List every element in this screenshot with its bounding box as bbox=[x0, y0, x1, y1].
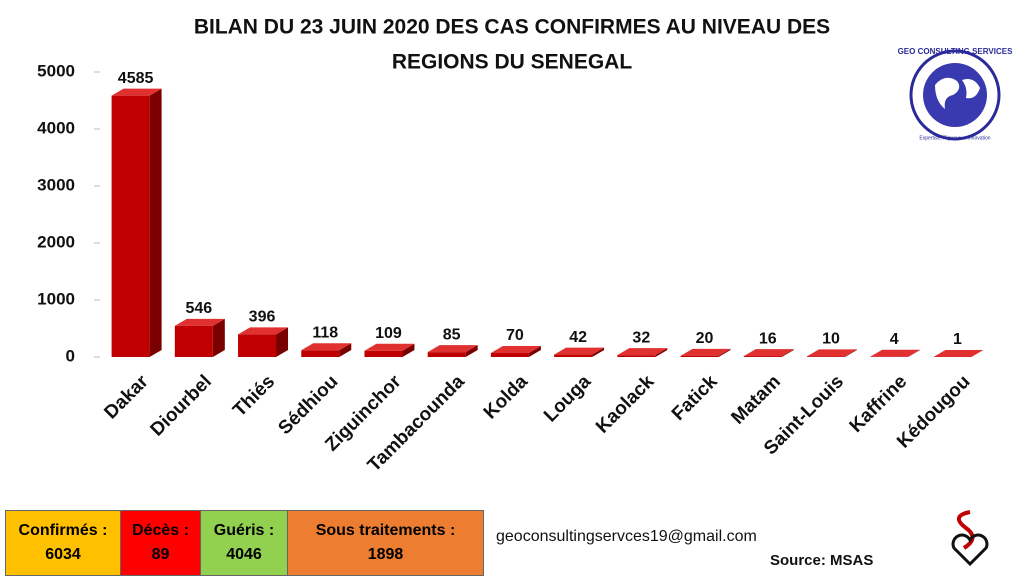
bar-side bbox=[402, 343, 415, 357]
stat-box: Sous traitements : 1898 bbox=[287, 510, 484, 576]
bar-side bbox=[212, 318, 225, 357]
bar bbox=[554, 354, 593, 357]
bar bbox=[301, 350, 340, 357]
bar-top bbox=[490, 346, 541, 354]
bar-top bbox=[301, 343, 352, 351]
value-label: 16 bbox=[759, 330, 777, 347]
bar-side bbox=[971, 349, 984, 357]
bar bbox=[806, 356, 845, 357]
logo-text: GEO CONSULTING SERVICES bbox=[898, 47, 1013, 56]
bar-side bbox=[908, 349, 921, 357]
x-tick-label: Kolda bbox=[480, 371, 532, 423]
x-tick-label: Diourbel bbox=[147, 371, 216, 440]
y-tick-label: 0 bbox=[66, 346, 75, 365]
x-tick-label: Dakar bbox=[100, 371, 153, 424]
stat-value: 4046 bbox=[226, 546, 262, 563]
bar-side bbox=[465, 345, 478, 357]
bar-top bbox=[743, 349, 794, 357]
bar bbox=[617, 355, 656, 357]
bar bbox=[680, 355, 719, 357]
stat-label: Sous traitements : bbox=[315, 522, 456, 539]
value-label: 118 bbox=[312, 324, 338, 341]
stat-box: Guéris : 4046 bbox=[200, 510, 288, 576]
value-label: 1 bbox=[953, 331, 962, 348]
y-tick-label: 1000 bbox=[37, 289, 75, 308]
chart-title: BILAN DU 23 JUIN 2020 DES CAS CONFIRMES … bbox=[194, 16, 830, 39]
bar-top bbox=[554, 347, 605, 355]
bar-side bbox=[149, 88, 162, 357]
bar-top bbox=[680, 348, 731, 356]
value-label: 546 bbox=[185, 300, 212, 317]
ministry-logo-heart bbox=[951, 533, 989, 567]
bar-side bbox=[339, 343, 352, 357]
x-tick-label: Thiés bbox=[229, 371, 279, 421]
ministry-logo-snake bbox=[957, 510, 975, 550]
value-label: 32 bbox=[632, 329, 650, 346]
bar-top bbox=[111, 88, 162, 96]
logo-tagline: Expertise, Rigueur et Innovation bbox=[919, 135, 990, 141]
y-tick-label: 2000 bbox=[37, 232, 75, 251]
bar-side bbox=[781, 349, 794, 357]
stat-label: Confirmés : bbox=[18, 522, 108, 539]
logo-land bbox=[935, 77, 980, 109]
bar-top bbox=[870, 349, 921, 357]
bar-top bbox=[174, 318, 225, 326]
chart: BILAN DU 23 JUIN 2020 DES CAS CONFIRMES … bbox=[37, 16, 1013, 477]
bar bbox=[490, 353, 529, 357]
x-tick-label: Kaolack bbox=[592, 371, 659, 438]
value-label: 42 bbox=[569, 329, 587, 346]
value-label: 109 bbox=[375, 325, 402, 342]
value-label: 4 bbox=[890, 331, 899, 348]
stat-box: Confirmés : 6034 bbox=[5, 510, 121, 576]
bar-top bbox=[427, 345, 478, 353]
value-label: 10 bbox=[822, 331, 840, 348]
stat-value: 89 bbox=[151, 546, 170, 563]
value-label: 70 bbox=[506, 327, 524, 344]
stat-value: 6034 bbox=[45, 546, 81, 563]
bar-side bbox=[276, 327, 289, 357]
logo-globe bbox=[923, 63, 987, 127]
bar-top bbox=[238, 327, 289, 335]
x-tick-label: Fatick bbox=[668, 371, 722, 425]
bar bbox=[743, 356, 782, 357]
stat-label: Décès : bbox=[132, 522, 189, 539]
ministry-logo bbox=[951, 510, 989, 567]
stat-box: Décès : 89 bbox=[120, 510, 201, 576]
y-tick-label: 5000 bbox=[37, 61, 75, 80]
bar bbox=[364, 350, 403, 357]
stat-label: Guéris : bbox=[213, 522, 275, 539]
bar-side bbox=[718, 348, 731, 357]
bar-side bbox=[592, 347, 605, 357]
value-label: 396 bbox=[249, 309, 276, 326]
bar bbox=[238, 334, 277, 357]
x-tick-label: Matam bbox=[727, 371, 784, 428]
y-tick-label: 4000 bbox=[37, 118, 75, 137]
logo: GEO CONSULTING SERVICES Expertise, Rigue… bbox=[898, 47, 1013, 141]
bar-side bbox=[655, 348, 668, 357]
bar bbox=[427, 352, 466, 357]
value-label: 20 bbox=[696, 330, 714, 347]
value-label: 4585 bbox=[118, 70, 154, 87]
y-tick-label: 3000 bbox=[37, 175, 75, 194]
x-tick-label: Louga bbox=[540, 371, 595, 426]
bar-top bbox=[364, 343, 415, 351]
bar-top bbox=[933, 349, 984, 357]
chart-title: REGIONS DU SENEGAL bbox=[392, 51, 633, 74]
email: geoconsultingservces19@gmail.com bbox=[496, 528, 757, 545]
value-label: 85 bbox=[443, 326, 461, 343]
bar-top bbox=[617, 348, 668, 356]
bar-side bbox=[528, 346, 541, 357]
x-tick-label: Kaffrine bbox=[846, 371, 912, 437]
bar bbox=[174, 325, 213, 357]
source: Source: MSAS bbox=[770, 552, 874, 569]
bar-side bbox=[844, 349, 857, 357]
stat-value: 1898 bbox=[367, 546, 404, 563]
bar-top bbox=[806, 349, 857, 357]
bar bbox=[111, 95, 150, 357]
